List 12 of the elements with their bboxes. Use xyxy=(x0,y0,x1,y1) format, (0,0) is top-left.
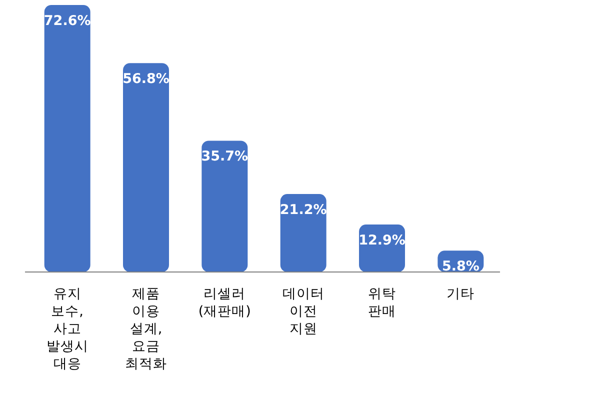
x-tick-label: 제품 이용 설계, 요금 최적화 xyxy=(125,286,167,372)
data-label: 72.6% xyxy=(44,13,92,29)
x-tick-label: 데이터 이전 지원 xyxy=(282,286,324,337)
data-label: 21.2% xyxy=(280,202,328,218)
data-label: 5.8% xyxy=(442,258,480,275)
x-tick-label: 위탁 판매 xyxy=(368,286,396,320)
data-label: 35.7% xyxy=(201,148,249,165)
data-label: 12.9% xyxy=(358,232,406,249)
data-label: 56.8% xyxy=(122,71,170,88)
x-tick-label: 리셀러 (재판매) xyxy=(198,286,251,320)
x-tick-label: 유지 보수, 사고 발생시 대응 xyxy=(46,286,88,372)
x-tick-label: 기타 xyxy=(446,286,475,302)
